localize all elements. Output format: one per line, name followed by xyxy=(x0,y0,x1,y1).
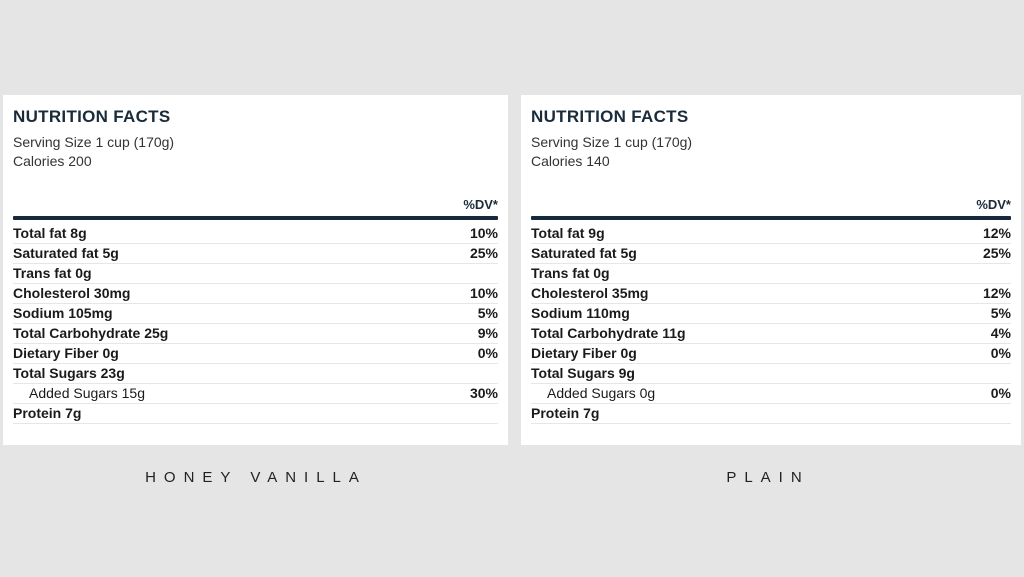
product-label-left: HONEY VANILLA xyxy=(0,469,512,487)
nutrition-table-left: Total fat 8g 10% Saturated fat 5g 25% Trans … xyxy=(13,224,498,424)
nutrition-panel-left: NUTRITION FACTS Serving Size 1 cup (170g… xyxy=(3,95,508,445)
panel-title: NUTRITION FACTS xyxy=(13,107,498,127)
row-label: Total Sugars 23g xyxy=(13,365,125,381)
row-value: 10% xyxy=(470,285,498,301)
row-value: 0% xyxy=(991,385,1011,401)
row-label: Saturated fat 5g xyxy=(531,245,637,261)
row-label: Sodium 105mg xyxy=(13,305,113,321)
product-label-right: PLAIN xyxy=(512,469,1024,487)
row-value: 5% xyxy=(991,305,1011,321)
row-label: Trans fat 0g xyxy=(531,265,610,281)
nutrition-table-right: Total fat 9g 12% Saturated fat 5g 25% Trans … xyxy=(531,224,1011,424)
row-value: 30% xyxy=(470,385,498,401)
top-spacer xyxy=(0,0,1024,95)
dv-header: %DV* xyxy=(531,197,1011,212)
row-label: Trans fat 0g xyxy=(13,265,92,281)
row-label: Total Carbohydrate 25g xyxy=(13,325,168,341)
table-row: Total Carbohydrate 11g 4% xyxy=(531,324,1011,344)
row-label: Total Sugars 9g xyxy=(531,365,635,381)
row-value: 25% xyxy=(470,245,498,261)
row-label: Total Carbohydrate 11g xyxy=(531,325,686,341)
table-row: Total Carbohydrate 25g 9% xyxy=(13,324,498,344)
table-row: Protein 7g xyxy=(531,404,1011,424)
calories: Calories 140 xyxy=(531,152,1011,171)
row-label: Total fat 8g xyxy=(13,225,87,241)
dv-header: %DV* xyxy=(13,197,498,212)
table-row: Added Sugars 15g 30% xyxy=(13,384,498,404)
thick-divider xyxy=(531,216,1011,220)
table-row: Sodium 105mg 5% xyxy=(13,304,498,324)
table-row: Total Sugars 9g xyxy=(531,364,1011,384)
table-row: Protein 7g xyxy=(13,404,498,424)
product-name: HONEY VANILLA xyxy=(145,469,367,486)
serving-size: Serving Size 1 cup (170g) xyxy=(13,133,498,152)
table-row: Trans fat 0g xyxy=(531,264,1011,284)
table-row: Total fat 9g 12% xyxy=(531,224,1011,244)
row-value: 25% xyxy=(983,245,1011,261)
row-label: Dietary Fiber 0g xyxy=(531,345,637,361)
row-label: Dietary Fiber 0g xyxy=(13,345,119,361)
row-value: 9% xyxy=(478,325,498,341)
row-label: Added Sugars 15g xyxy=(13,385,145,401)
row-label: Saturated fat 5g xyxy=(13,245,119,261)
serving-size: Serving Size 1 cup (170g) xyxy=(531,133,1011,152)
table-row: Dietary Fiber 0g 0% xyxy=(531,344,1011,364)
row-label: Protein 7g xyxy=(13,405,81,421)
calories: Calories 200 xyxy=(13,152,498,171)
row-label: Sodium 110mg xyxy=(531,305,630,321)
row-value: 5% xyxy=(478,305,498,321)
row-value: 12% xyxy=(983,225,1011,241)
table-row: Total fat 8g 10% xyxy=(13,224,498,244)
row-label: Added Sugars 0g xyxy=(531,385,655,401)
row-value: 10% xyxy=(470,225,498,241)
row-label: Cholesterol 35mg xyxy=(531,285,648,301)
panel-title: NUTRITION FACTS xyxy=(531,107,1011,127)
panels-container: NUTRITION FACTS Serving Size 1 cup (170g… xyxy=(0,95,1024,445)
row-label: Cholesterol 30mg xyxy=(13,285,130,301)
row-value: 4% xyxy=(991,325,1011,341)
nutrition-panel-right: NUTRITION FACTS Serving Size 1 cup (170g… xyxy=(521,95,1021,445)
table-row: Added Sugars 0g 0% xyxy=(531,384,1011,404)
row-label: Total fat 9g xyxy=(531,225,605,241)
table-row: Total Sugars 23g xyxy=(13,364,498,384)
thick-divider xyxy=(13,216,498,220)
table-row: Dietary Fiber 0g 0% xyxy=(13,344,498,364)
table-row: Saturated fat 5g 25% xyxy=(531,244,1011,264)
panel-gap xyxy=(508,95,521,445)
labels-row: HONEY VANILLA PLAIN xyxy=(0,469,1024,487)
table-row: Cholesterol 30mg 10% xyxy=(13,284,498,304)
row-value: 0% xyxy=(478,345,498,361)
table-row: Cholesterol 35mg 12% xyxy=(531,284,1011,304)
row-label: Protein 7g xyxy=(531,405,599,421)
product-name: PLAIN xyxy=(726,469,809,486)
row-value: 12% xyxy=(983,285,1011,301)
row-value: 0% xyxy=(991,345,1011,361)
table-row: Trans fat 0g xyxy=(13,264,498,284)
table-row: Sodium 110mg 5% xyxy=(531,304,1011,324)
table-row: Saturated fat 5g 25% xyxy=(13,244,498,264)
